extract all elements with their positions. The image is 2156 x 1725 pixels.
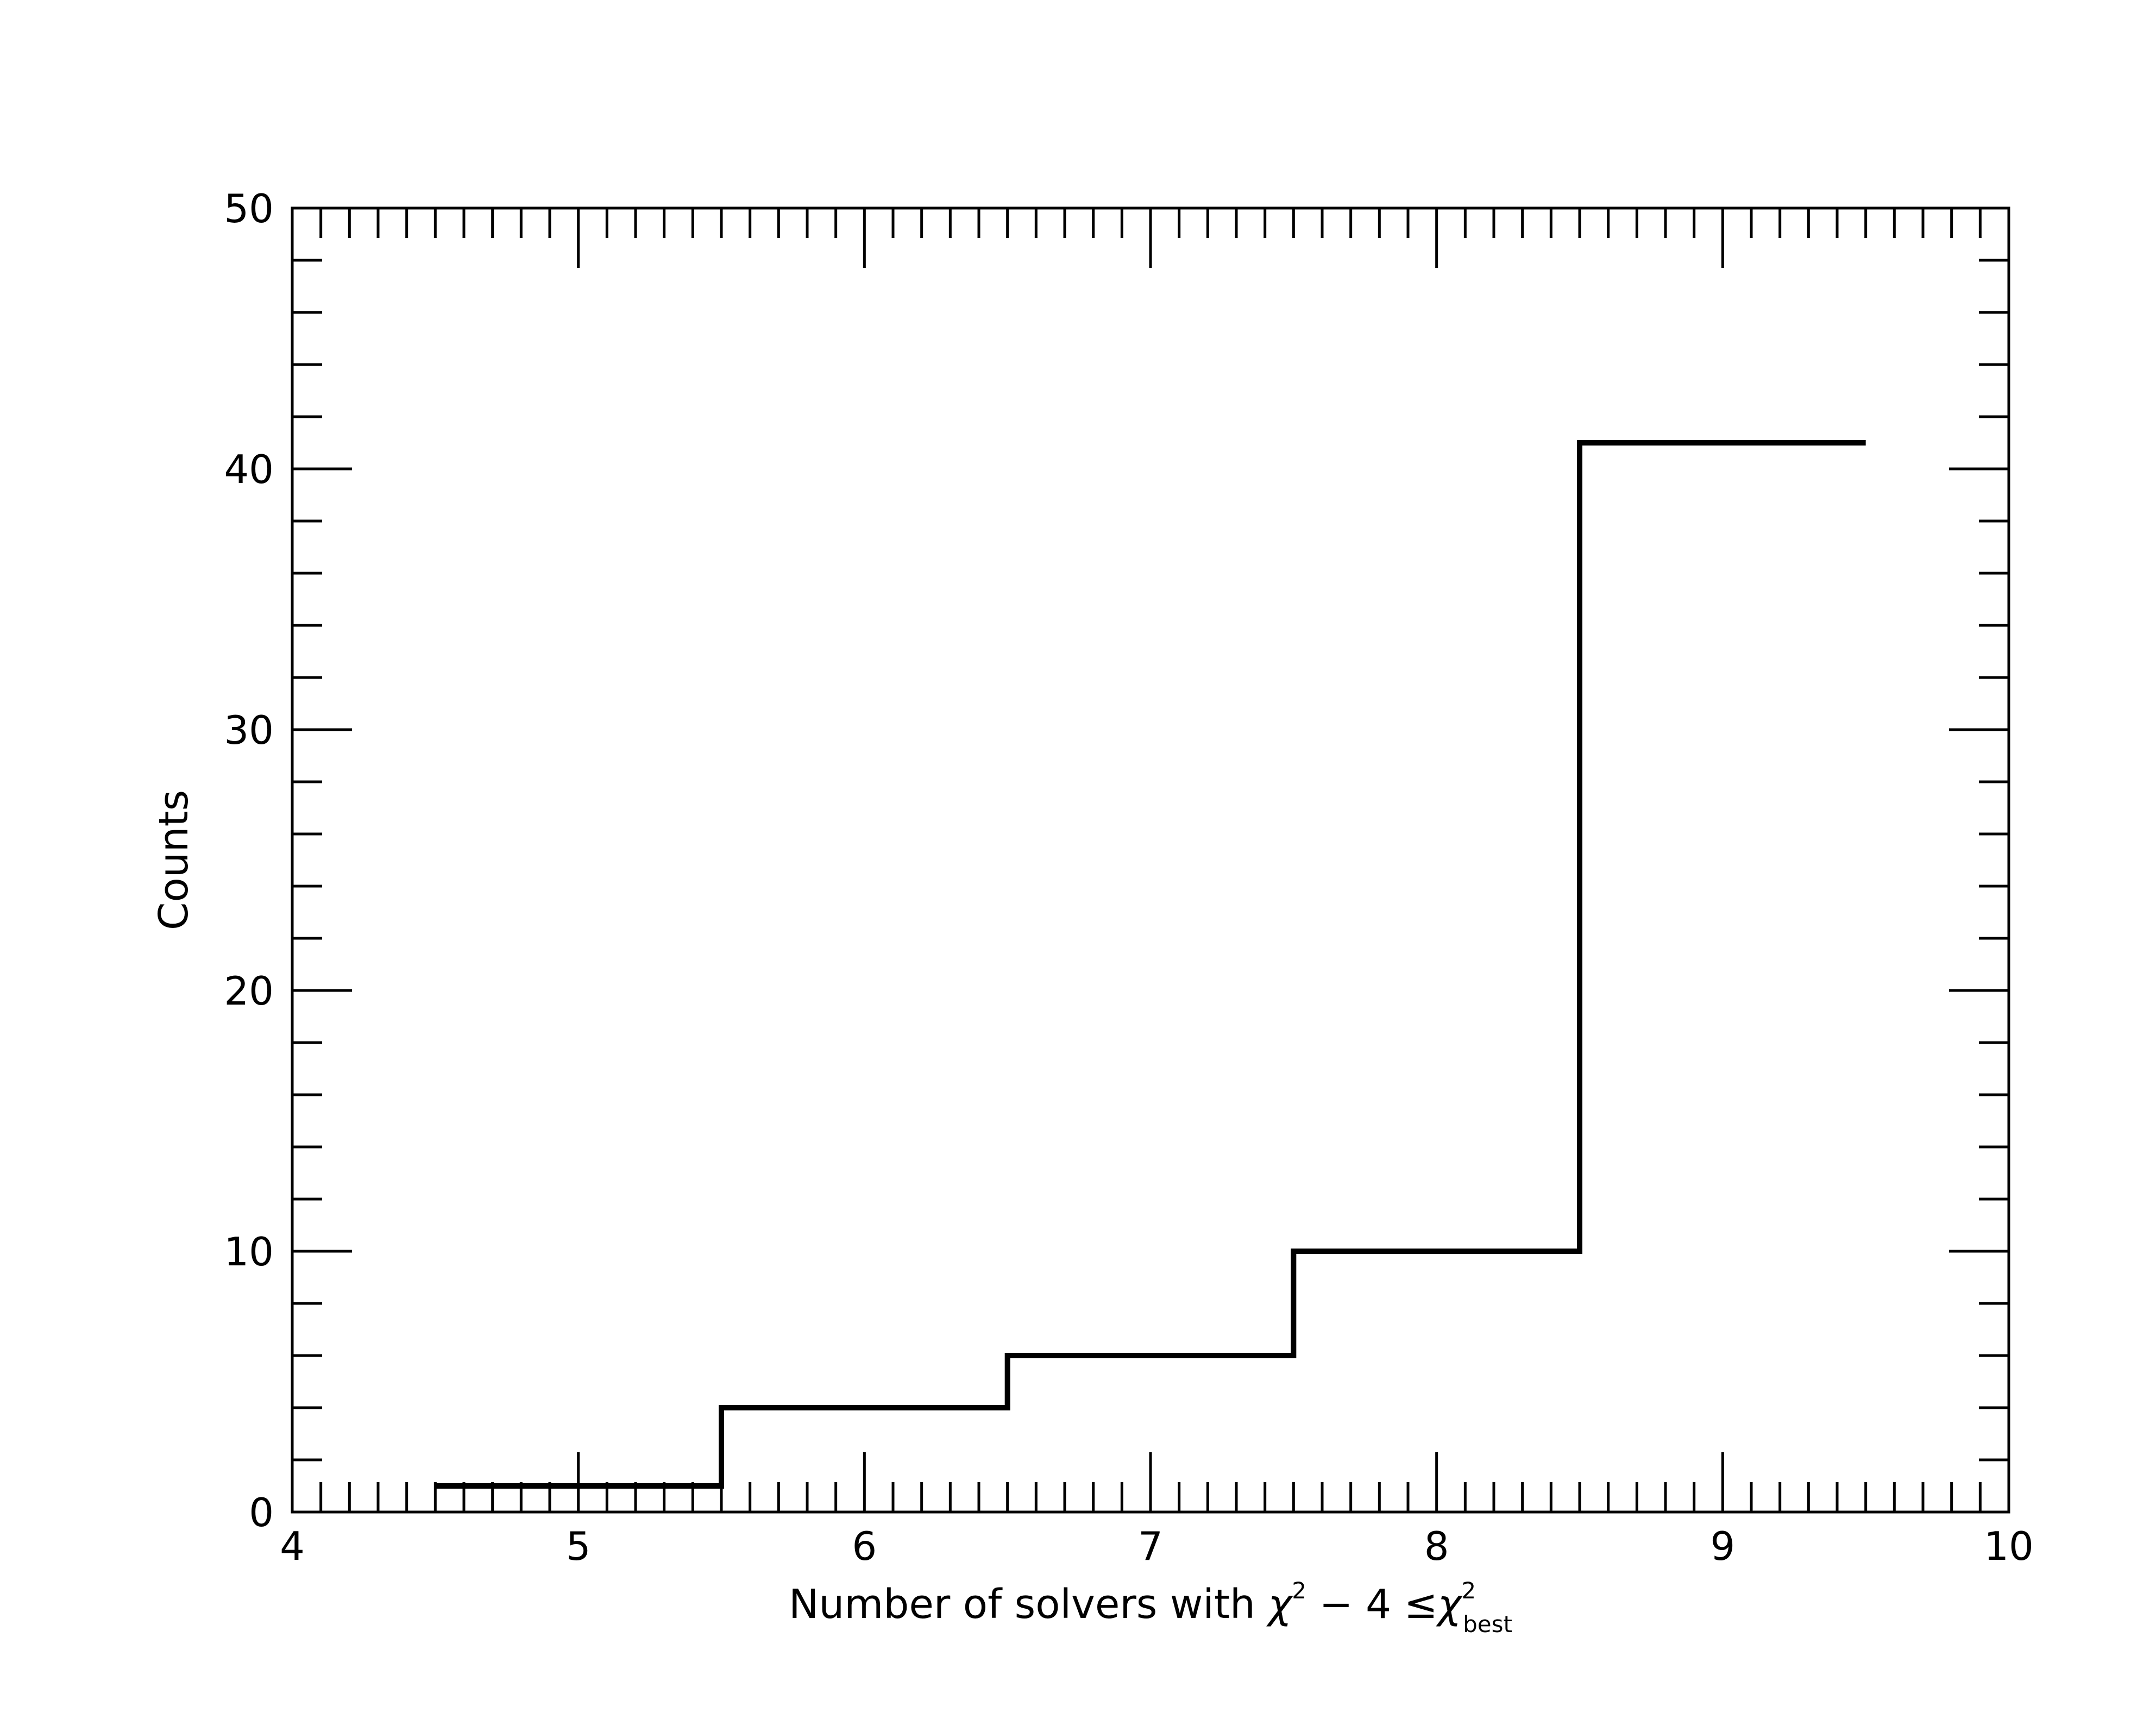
major-ticks <box>292 208 2009 1512</box>
x-tick-label: 7 <box>1138 1523 1163 1569</box>
x-tick-label: 5 <box>566 1523 591 1569</box>
y-tick-label: 10 <box>224 1229 274 1275</box>
y-tick-label: 50 <box>224 186 274 231</box>
x-axis-label-sub-best: best <box>1463 1611 1512 1638</box>
x-tick-label: 8 <box>1424 1523 1449 1569</box>
x-tick-labels: 4 5 6 7 8 9 10 <box>280 1523 2034 1569</box>
x-tick-label: 6 <box>852 1523 877 1569</box>
x-axis-label-chi-best: χ <box>1436 1581 1463 1628</box>
y-tick-label: 0 <box>249 1490 274 1535</box>
x-axis-label-sup2: 2 <box>1292 1577 1306 1604</box>
minor-ticks <box>292 208 2009 1512</box>
y-tick-label: 40 <box>224 447 274 492</box>
y-tick-label: 30 <box>224 707 274 753</box>
plot-frame <box>291 206 2010 1514</box>
x-axis-label-main: Number of solvers with <box>789 1581 1268 1628</box>
y-axis-label: Counts <box>150 790 197 930</box>
x-axis-label-chi: χ <box>1266 1581 1293 1628</box>
x-axis-label-sup2-best: 2 <box>1461 1577 1476 1604</box>
y-tick-label: 20 <box>224 968 274 1014</box>
histogram-step-line <box>435 440 1866 1489</box>
histogram-step-series <box>435 440 1866 1489</box>
x-tick-label: 9 <box>1710 1523 1735 1569</box>
x-tick-label: 4 <box>280 1523 305 1569</box>
x-axis-label: Number of solvers with χ2 − 4 ≤χ2 best <box>789 1577 1512 1638</box>
y-tick-labels: 0 10 20 30 40 50 <box>224 186 274 1535</box>
x-axis-label-minus4: − 4 ≤ <box>1306 1581 1438 1628</box>
x-tick-label: 10 <box>1984 1523 2034 1569</box>
